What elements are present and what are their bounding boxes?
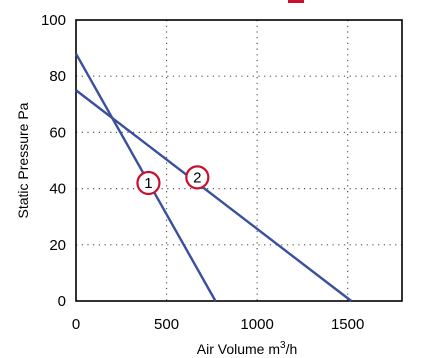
x-tick-label: 1500 — [331, 316, 364, 333]
y-tick-label: 80 — [49, 68, 66, 85]
marker-label: 2 — [193, 169, 201, 186]
top-accent-strip — [288, 0, 304, 3]
x-axis-title-sup: 3 — [280, 340, 286, 351]
marker-circle — [185, 165, 210, 190]
series-line-2 — [75, 89, 353, 302]
x-tick-label: 0 — [72, 316, 80, 333]
series-lines — [74, 53, 353, 302]
x-tick-labels: 0 500 1000 1500 — [72, 316, 365, 333]
x-axis-title-main: Air Volume m — [197, 341, 280, 357]
marker-label: 1 — [144, 175, 152, 192]
x-axis-title-suffix: /h — [286, 341, 298, 357]
y-tick-label: 20 — [49, 237, 66, 254]
y-tick-label: 60 — [49, 124, 66, 141]
x-tick-label: 1000 — [240, 316, 273, 333]
y-tick-labels: 0 20 40 60 80 100 — [41, 12, 66, 310]
marker-circle — [136, 170, 161, 196]
plot-frame — [75, 19, 403, 302]
x-axis-title: Air Volume m3/h — [197, 340, 298, 357]
grid-lines — [76, 20, 402, 301]
y-tick-label: 40 — [49, 181, 66, 198]
series-marker-1: 1 — [136, 170, 161, 196]
y-axis-title: Static Pressure Pa — [15, 102, 31, 218]
series-marker-2: 2 — [185, 165, 210, 190]
x-tick-label: 500 — [154, 316, 179, 333]
y-tick-label: 100 — [41, 12, 66, 29]
y-tick-label: 0 — [58, 293, 66, 310]
